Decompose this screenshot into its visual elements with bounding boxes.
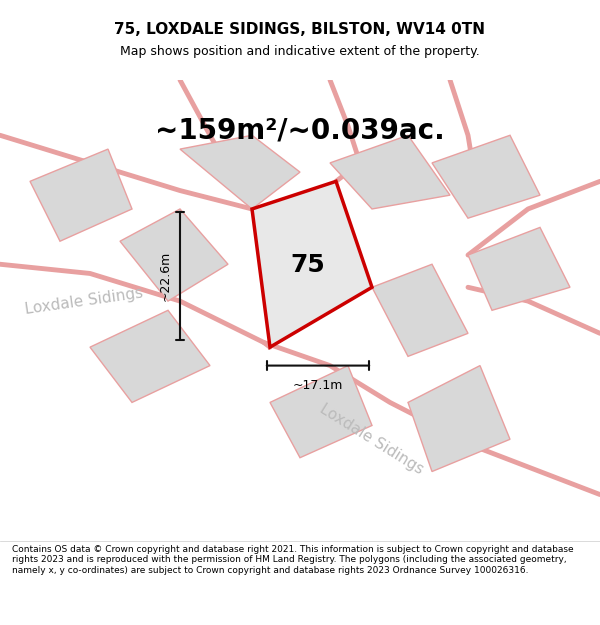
Polygon shape (180, 135, 300, 209)
Polygon shape (30, 149, 132, 241)
Text: ~17.1m: ~17.1m (293, 379, 343, 392)
Text: Loxdale Sidings: Loxdale Sidings (317, 401, 427, 478)
Polygon shape (432, 135, 540, 218)
Polygon shape (468, 228, 570, 310)
Polygon shape (330, 135, 450, 209)
Polygon shape (270, 366, 372, 458)
Text: Map shows position and indicative extent of the property.: Map shows position and indicative extent… (120, 44, 480, 58)
Polygon shape (90, 310, 210, 402)
Polygon shape (372, 264, 468, 356)
Polygon shape (408, 366, 510, 471)
Polygon shape (120, 209, 228, 301)
Text: 75: 75 (290, 253, 325, 278)
Text: ~159m²/~0.039ac.: ~159m²/~0.039ac. (155, 117, 445, 145)
Polygon shape (252, 181, 372, 347)
Text: Loxdale Sidings: Loxdale Sidings (24, 286, 144, 317)
Text: ~22.6m: ~22.6m (158, 251, 172, 301)
Text: Contains OS data © Crown copyright and database right 2021. This information is : Contains OS data © Crown copyright and d… (12, 545, 574, 574)
Text: 75, LOXDALE SIDINGS, BILSTON, WV14 0TN: 75, LOXDALE SIDINGS, BILSTON, WV14 0TN (115, 22, 485, 38)
